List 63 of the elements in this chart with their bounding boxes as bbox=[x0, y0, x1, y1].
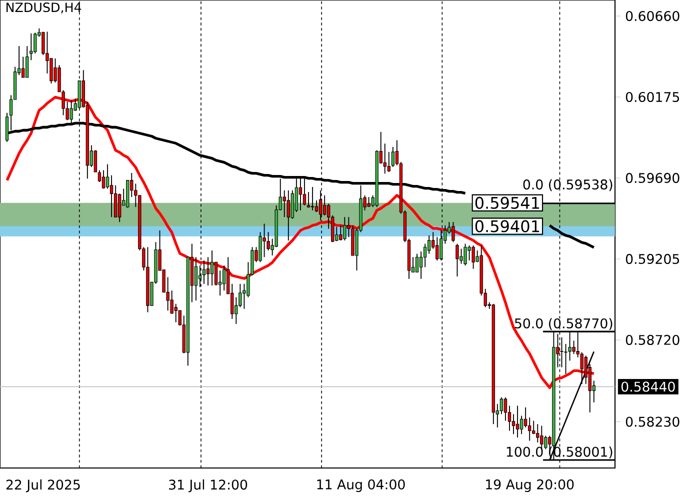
candlestick bbox=[391, 146, 395, 168]
candlestick bbox=[298, 176, 302, 211]
candlestick bbox=[286, 190, 290, 241]
y-tick-label: 0.58720 bbox=[626, 334, 680, 345]
candlestick bbox=[456, 243, 459, 277]
ref-line-label: 0.58440 bbox=[621, 382, 675, 392]
y-tick-label: 0.58230 bbox=[626, 416, 680, 427]
candlestick bbox=[472, 244, 475, 270]
candlestick bbox=[94, 150, 98, 172]
candlestick bbox=[468, 244, 471, 261]
candlestick bbox=[114, 184, 118, 218]
candlestick bbox=[504, 396, 508, 422]
x-tick-label: 31 Jul 12:00 bbox=[169, 479, 248, 492]
candlestick bbox=[314, 200, 318, 213]
x-tick-label: 11 Aug 04:00 bbox=[317, 479, 405, 492]
candlestick bbox=[500, 396, 504, 415]
candlestick bbox=[544, 435, 548, 450]
candlestick bbox=[452, 222, 455, 243]
y-tick-label: 0.59690 bbox=[626, 172, 680, 184]
candlestick bbox=[174, 303, 178, 323]
annotation: 0.59401 bbox=[475, 220, 540, 232]
candlestick bbox=[415, 253, 419, 273]
x-tick-label: 19 Aug 20:00 bbox=[486, 479, 574, 492]
candlestick bbox=[464, 243, 467, 266]
candlestick bbox=[367, 196, 370, 208]
candlestick bbox=[118, 193, 122, 223]
y-tick-label: 0.59205 bbox=[626, 254, 680, 264]
candlestick bbox=[572, 340, 576, 354]
candlestick bbox=[194, 256, 198, 302]
y-tick-label: 0.60660 bbox=[626, 10, 680, 22]
x-tick-label: 22 Jul 2025 bbox=[6, 479, 80, 492]
candlestick bbox=[302, 178, 306, 206]
candlestick bbox=[520, 415, 524, 435]
candlestick bbox=[22, 56, 25, 78]
candlestick bbox=[460, 248, 463, 264]
ref-line-label: 0.0 (0.59538) bbox=[523, 179, 612, 192]
chart-title: NZDUSD,H4 bbox=[6, 2, 82, 14]
candlestick bbox=[383, 143, 386, 174]
candlestick bbox=[524, 406, 528, 428]
candlestick bbox=[436, 236, 439, 261]
candlestick bbox=[428, 234, 431, 254]
candlestick bbox=[516, 405, 520, 438]
candlestick bbox=[512, 414, 516, 435]
candlestick bbox=[528, 416, 532, 442]
ref-line-label: 50.0 (0.58770) bbox=[514, 318, 612, 330]
candlestick bbox=[210, 250, 214, 286]
candlestick bbox=[282, 190, 286, 218]
candlestick bbox=[110, 174, 114, 218]
candlestick bbox=[262, 223, 266, 258]
candlestick bbox=[102, 170, 106, 190]
candlestick bbox=[322, 194, 326, 216]
candlestick bbox=[343, 216, 346, 241]
candlestick bbox=[419, 250, 423, 280]
candlestick bbox=[310, 186, 314, 211]
candlestick bbox=[222, 265, 226, 291]
candlestick bbox=[306, 192, 310, 208]
candlestick bbox=[564, 343, 568, 374]
candlestick bbox=[214, 262, 218, 286]
annotation: 0.59541 bbox=[475, 196, 540, 209]
y-tick-label: 0.60175 bbox=[626, 92, 680, 102]
candlestick bbox=[423, 243, 427, 268]
candlestick bbox=[34, 32, 37, 54]
candlestick bbox=[206, 256, 210, 286]
